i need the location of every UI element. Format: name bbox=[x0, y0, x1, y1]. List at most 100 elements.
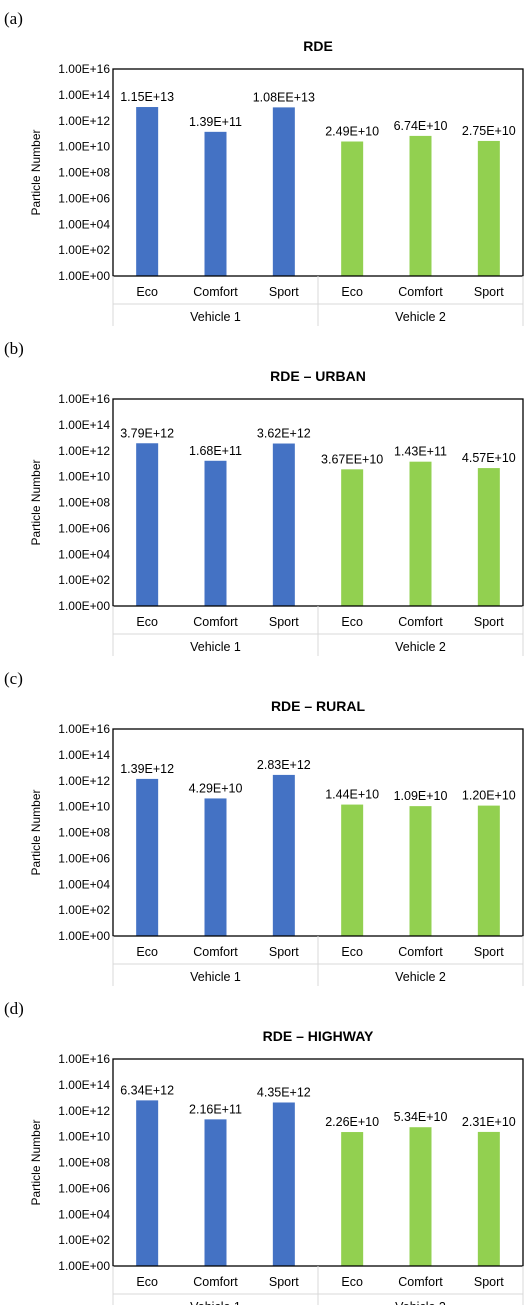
bar bbox=[477, 468, 500, 606]
bar bbox=[341, 804, 364, 936]
data-label: 1.15E+13 bbox=[120, 90, 174, 104]
bar bbox=[272, 443, 295, 606]
panel-label: (b) bbox=[4, 339, 24, 358]
chart-title: RDE – URBAN bbox=[270, 368, 366, 384]
data-label: 4.35E+12 bbox=[257, 1085, 311, 1099]
x-tick-label: Comfort bbox=[193, 945, 238, 959]
plot-frame bbox=[112, 68, 524, 277]
y-tick-label: 1.00E+06 bbox=[58, 191, 110, 205]
y-tick-label: 1.00E+00 bbox=[58, 269, 110, 283]
data-label: 2.26E+10 bbox=[325, 1115, 379, 1129]
x-tick-label: Sport bbox=[269, 285, 299, 299]
x-tick-label: Comfort bbox=[398, 285, 443, 299]
bar bbox=[272, 107, 295, 276]
chart-panel-4: (d) RDE – HIGHWAY 1.00E+00 1.00E+02 1.00E+04… bbox=[4, 999, 524, 1305]
bar bbox=[341, 1132, 364, 1266]
plot-frame bbox=[112, 1058, 524, 1267]
chart-panel-2: (b) RDE – URBAN 1.00E+00 1.00E+02 1.00E+04 1.… bbox=[4, 339, 524, 656]
bar bbox=[272, 774, 295, 936]
y-tick-label: 1.00E+08 bbox=[58, 166, 110, 180]
data-label: 2.49E+10 bbox=[325, 124, 379, 138]
bar bbox=[409, 461, 432, 606]
chart-panel-1: (a) RDE 1.00E+00 1.00E+02 1.00E+04 1.00E+06 1.… bbox=[4, 9, 524, 326]
panel-label: (a) bbox=[4, 9, 23, 28]
data-label: 2.83E+12 bbox=[257, 758, 311, 772]
bar bbox=[409, 135, 432, 276]
y-tick-label: 1.00E+12 bbox=[58, 114, 110, 128]
data-label: 1.44E+10 bbox=[325, 788, 379, 802]
data-label: 1.09E+10 bbox=[394, 789, 448, 803]
y-tick-label: 1.00E+00 bbox=[58, 599, 110, 613]
y-tick-label: 1.00E+04 bbox=[58, 877, 110, 891]
group-label: Vehicle 2 bbox=[395, 640, 446, 654]
x-tick-label: Sport bbox=[474, 285, 504, 299]
data-label: 1.39E+12 bbox=[120, 762, 174, 776]
x-tick-label: Comfort bbox=[193, 285, 238, 299]
group-label: Vehicle 2 bbox=[395, 970, 446, 984]
y-tick-label: 1.00E+16 bbox=[58, 1052, 110, 1066]
y-tick-label: 1.00E+06 bbox=[58, 1181, 110, 1195]
data-label: 1.68E+11 bbox=[189, 444, 242, 458]
data-label: 2.16E+11 bbox=[189, 1102, 242, 1116]
data-label: 6.34E+12 bbox=[120, 1083, 174, 1097]
y-tick-label: 1.00E+10 bbox=[58, 800, 110, 814]
bar bbox=[477, 140, 500, 276]
data-label: 2.31E+10 bbox=[462, 1115, 516, 1129]
data-label: 1.20E+10 bbox=[462, 789, 516, 803]
y-axis-label: Particle Number bbox=[29, 1119, 43, 1205]
x-tick-label: Comfort bbox=[193, 615, 238, 629]
x-tick-label: Sport bbox=[269, 615, 299, 629]
data-label: 5.34E+10 bbox=[394, 1110, 448, 1124]
x-tick-label: Eco bbox=[136, 615, 158, 629]
y-tick-label: 1.00E+02 bbox=[58, 243, 110, 257]
data-label: 3.62E+12 bbox=[257, 427, 311, 441]
bar bbox=[409, 806, 432, 936]
x-tick-label: Eco bbox=[341, 615, 363, 629]
chart-title: RDE – HIGHWAY bbox=[263, 1028, 374, 1044]
group-label: Vehicle 1 bbox=[190, 640, 241, 654]
y-tick-label: 1.00E+02 bbox=[58, 573, 110, 587]
data-label: 2.75E+10 bbox=[462, 124, 516, 138]
y-tick-label: 1.00E+00 bbox=[58, 929, 110, 943]
y-tick-label: 1.00E+14 bbox=[58, 748, 110, 762]
y-tick-label: 1.00E+10 bbox=[58, 1130, 110, 1144]
chart-panel-3: (c) RDE – RURAL 1.00E+00 1.00E+02 1.00E+04 1.… bbox=[4, 669, 524, 986]
panel-label: (d) bbox=[4, 999, 24, 1018]
x-tick-label: Eco bbox=[136, 945, 158, 959]
y-tick-label: 1.00E+12 bbox=[58, 1104, 110, 1118]
y-tick-label: 1.00E+08 bbox=[58, 826, 110, 840]
x-tick-label: Eco bbox=[341, 1275, 363, 1289]
y-axis-label: Particle Number bbox=[29, 459, 43, 545]
data-label: 3.67EE+10 bbox=[321, 452, 383, 466]
group-label: Vehicle 2 bbox=[395, 310, 446, 324]
plot-frame bbox=[112, 398, 524, 607]
y-tick-label: 1.00E+16 bbox=[58, 392, 110, 406]
y-tick-label: 1.00E+14 bbox=[58, 1078, 110, 1092]
y-tick-label: 1.00E+16 bbox=[58, 62, 110, 76]
bar bbox=[409, 1127, 432, 1266]
x-tick-label: Comfort bbox=[398, 1275, 443, 1289]
bar bbox=[136, 778, 159, 936]
bar bbox=[341, 469, 364, 606]
y-axis-label: Particle Number bbox=[29, 129, 43, 215]
x-tick-label: Comfort bbox=[398, 945, 443, 959]
bar bbox=[136, 443, 159, 606]
group-label: Vehicle 1 bbox=[190, 310, 241, 324]
y-tick-label: 1.00E+08 bbox=[58, 1156, 110, 1170]
bar bbox=[477, 805, 500, 936]
bar bbox=[204, 131, 227, 276]
y-tick-label: 1.00E+10 bbox=[58, 470, 110, 484]
y-tick-label: 1.00E+04 bbox=[58, 547, 110, 561]
y-tick-label: 1.00E+02 bbox=[58, 903, 110, 917]
x-tick-label: Sport bbox=[474, 615, 504, 629]
chart-title: RDE bbox=[303, 38, 333, 54]
y-tick-label: 1.00E+04 bbox=[58, 217, 110, 231]
y-tick-label: 1.00E+02 bbox=[58, 1233, 110, 1247]
bar bbox=[204, 798, 227, 936]
y-tick-label: 1.00E+00 bbox=[58, 1259, 110, 1273]
y-tick-label: 1.00E+14 bbox=[58, 88, 110, 102]
group-label: Vehicle 1 bbox=[190, 1300, 241, 1305]
data-label: 4.57E+10 bbox=[462, 451, 516, 465]
x-tick-label: Eco bbox=[341, 945, 363, 959]
